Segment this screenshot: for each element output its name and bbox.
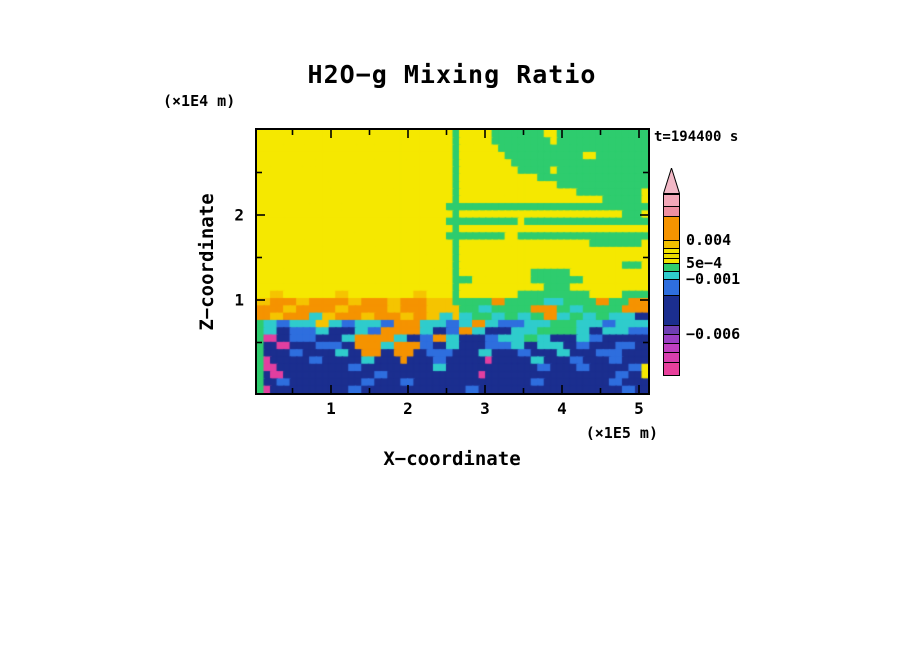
colorbar-segment — [663, 271, 680, 279]
colorbar-segment — [663, 334, 680, 343]
colorbar-segment — [663, 325, 680, 334]
colorbar-segment — [663, 352, 680, 362]
x-tick-label: 5 — [634, 399, 644, 418]
colorbar-segment — [663, 343, 680, 352]
colorbar-segment — [663, 248, 680, 253]
x-axis-label: X−coordinate — [383, 448, 521, 470]
y-tick-label: 1 — [234, 290, 244, 310]
colorbar-segment — [663, 362, 680, 376]
colorbar-arrow-tip — [663, 168, 680, 194]
colorbar-segment — [663, 295, 680, 325]
x-tick-label: 3 — [480, 399, 490, 418]
colorbar-segment — [663, 258, 680, 263]
x-tick-label: 1 — [326, 399, 336, 418]
x-tick-labels: 1 2 3 4 5 — [0, 399, 904, 419]
colorbar-level-label: −0.006 — [686, 325, 741, 343]
colorbar-level-label: 5e−4 — [686, 254, 723, 272]
axis-ticks-overlay — [257, 130, 648, 393]
page-title: H2O−g Mixing Ratio — [307, 60, 597, 89]
colorbar-segment — [663, 206, 680, 216]
colorbar-segment — [663, 216, 680, 240]
colorbar — [663, 194, 680, 376]
contour-field-canvas — [257, 130, 648, 393]
heatmap-plot-area — [255, 128, 650, 395]
y-tick-label: 2 — [234, 205, 244, 225]
x-axis-unit: (×1E5 m) — [585, 424, 658, 442]
x-tick-label: 2 — [403, 399, 413, 418]
colorbar-level-label: −0.001 — [686, 270, 741, 288]
y-axis-unit: (×1E4 m) — [163, 92, 236, 110]
colorbar-segment — [663, 253, 680, 258]
colorbar-segment — [663, 194, 680, 206]
colorbar-level-label: 0.004 — [686, 231, 732, 249]
colorbar-segment — [663, 263, 680, 271]
colorbar-segment — [663, 279, 680, 295]
time-label: t=194400 s — [654, 129, 739, 145]
x-tick-label: 4 — [557, 399, 567, 418]
colorbar-segment — [663, 240, 680, 248]
